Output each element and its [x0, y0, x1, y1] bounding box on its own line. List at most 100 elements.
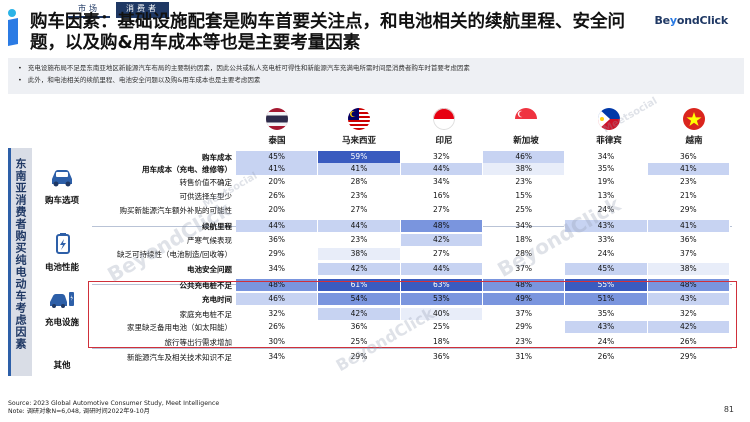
table-cell: 18%	[483, 234, 566, 246]
table-cell: 19%	[565, 176, 648, 188]
table-cell: 63%	[400, 279, 483, 291]
breadcrumb: 市场 消费者	[68, 2, 169, 18]
table-cell: 42%	[400, 234, 483, 246]
table-cell: 35%	[565, 163, 648, 175]
table-cell: 43%	[647, 293, 730, 305]
category-label: 充电设施	[44, 318, 79, 328]
table-cell: 29%	[648, 351, 730, 363]
row-label: 购买新能源汽车额外补贴的可能性	[119, 206, 233, 215]
table-cell: 36%	[648, 234, 730, 246]
table-cell: 38%	[318, 248, 401, 260]
table-cell: 41%	[647, 220, 730, 232]
table-cell: 42%	[647, 321, 730, 333]
indonesia-flag-icon	[433, 108, 455, 130]
malaysia-flag-icon	[348, 108, 370, 130]
table-cell: 34%	[236, 263, 319, 275]
page-title: 购车因素：基础设施配套是购车首要关注点，和电池相关的续航里程、安全问题，以及购&…	[30, 12, 625, 53]
row-label: 用车成本（充电、维修等）	[142, 165, 232, 174]
summary-bullets: 充电设施布局不足是东南亚地区新能源汽车布局的主要制约因素，因此公共或私人充电桩可…	[8, 58, 744, 94]
table-row: 36% 23% 42% 18% 33% 36%	[236, 234, 730, 246]
table-cell: 44%	[400, 163, 483, 175]
table-cell: 44%	[236, 220, 319, 232]
table-cell: 33%	[565, 234, 648, 246]
page-number: 81	[723, 405, 734, 414]
table-row: 41% 41% 44% 38% 35% 41%	[236, 163, 730, 175]
table-cell: 23%	[318, 234, 401, 246]
category-label: 电池性能	[44, 263, 79, 273]
table-cell: 26%	[236, 321, 319, 333]
table-row: 29% 38% 27% 28% 24% 37%	[236, 248, 730, 260]
row-label: 续航里程	[202, 222, 232, 231]
table-cell: 36%	[401, 351, 483, 363]
table-cell: 45%	[565, 263, 648, 275]
row-label: 家庭充电桩不足	[179, 310, 233, 319]
table-cell: 34%	[565, 151, 648, 163]
table-cell: 55%	[565, 279, 648, 291]
table-cell: 36%	[236, 234, 319, 246]
vertical-banner-text: 东南亚消费者购买纯电动车考虑因素	[14, 158, 27, 350]
table-cell: 43%	[565, 220, 648, 232]
brand-logo: BeyondClick	[654, 14, 728, 27]
table-cell: 27%	[318, 204, 401, 216]
category-other: 其他	[34, 357, 90, 371]
table-cell: 36%	[318, 321, 401, 333]
table-cell: 38%	[647, 263, 730, 275]
row-label: 电池安全问题	[187, 265, 232, 274]
country-indonesia: 印尼	[435, 136, 453, 146]
table-cell: 30%	[236, 336, 319, 348]
note-text: Note: 调研对象N=6,048, 调研时间2022年9-10月	[8, 408, 150, 415]
table-cell: 48%	[647, 279, 730, 291]
row-label: 新能源汽车及相关技术知识不足	[127, 353, 232, 362]
table-cell: 23%	[483, 336, 566, 348]
table-row: 26% 36% 25% 29% 43% 42%	[236, 321, 730, 333]
row-label: 严寒气候表现	[187, 236, 232, 245]
row-label: 旅行等出行需求增加	[164, 338, 233, 347]
table-cell: 28%	[318, 176, 401, 188]
table-cell: 49%	[482, 293, 566, 305]
table-row: 30% 25% 18% 23% 24% 26%	[236, 336, 730, 348]
table-cell: 26%	[648, 336, 730, 348]
vertical-banner: 东南亚消费者购买纯电动车考虑因素	[8, 148, 32, 376]
table-cell: 43%	[565, 321, 648, 333]
table-row: 44% 44% 48% 34% 43% 41%	[236, 220, 730, 232]
table-cell: 32%	[236, 308, 319, 320]
table-cell: 53%	[400, 293, 483, 305]
charging-car-icon	[50, 292, 74, 308]
table-cell: 34%	[236, 351, 319, 363]
table-row: 48% 61% 63% 48% 55% 48%	[236, 279, 730, 291]
table-cell: 24%	[565, 204, 648, 216]
table-cell: 26%	[565, 351, 648, 363]
brand-mark-icon	[8, 9, 18, 46]
table-cell: 16%	[401, 190, 483, 202]
table-cell: 38%	[482, 163, 566, 175]
singapore-flag-icon	[515, 108, 537, 130]
country-philippines: 菲律宾	[596, 136, 622, 146]
category-label: 购车选项	[44, 196, 79, 206]
country-malaysia: 马来西亚	[341, 136, 376, 146]
table-row: 34% 42% 44% 37% 45% 38%	[236, 263, 730, 275]
table-row: 34% 29% 36% 31% 26% 29%	[236, 351, 730, 363]
section-divider	[92, 348, 732, 349]
table-cell: 37%	[483, 308, 566, 320]
table-row: 20% 28% 34% 23% 19% 23%	[236, 176, 730, 188]
table-cell: 48%	[236, 279, 319, 291]
table-cell: 59%	[318, 151, 401, 163]
table-cell: 23%	[648, 176, 730, 188]
table-cell: 25%	[401, 321, 483, 333]
table-cell: 29%	[648, 204, 730, 216]
table-cell: 37%	[483, 263, 566, 275]
table-cell: 27%	[401, 204, 483, 216]
summary-bullet: 充电设施布局不足是东南亚地区新能源汽车布局的主要制约因素，因此公共或私人充电桩可…	[18, 62, 744, 74]
table-cell: 41%	[647, 163, 730, 175]
table-cell: 44%	[318, 220, 401, 232]
table-row: 45% 59% 32% 46% 34% 36%	[236, 151, 730, 163]
category-charging: 充电设施	[34, 288, 90, 328]
breadcrumb-consumer: 消费者	[116, 2, 169, 18]
vietnam-flag-icon	[683, 108, 705, 130]
table-cell: 48%	[400, 220, 483, 232]
table-cell: 29%	[318, 351, 401, 363]
table-cell: 54%	[318, 293, 401, 305]
table-cell: 41%	[236, 163, 319, 175]
row-label: 公共充电桩不足	[179, 281, 233, 290]
row-label: 购车成本	[202, 153, 232, 162]
